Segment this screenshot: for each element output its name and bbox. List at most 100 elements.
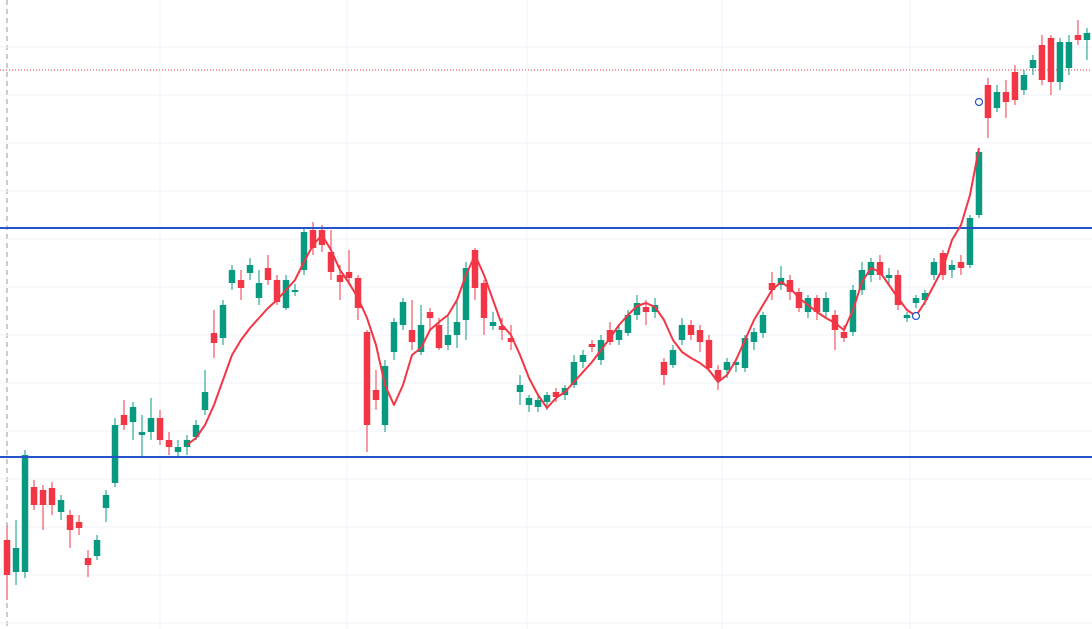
candle-body <box>930 262 938 275</box>
candle-body <box>669 350 677 365</box>
candle-body <box>615 330 623 340</box>
candle-body <box>489 322 497 326</box>
candle-body <box>3 540 11 575</box>
candle-body <box>201 392 209 410</box>
candle-body <box>939 253 947 275</box>
signal-point <box>974 97 984 107</box>
candle-body <box>1083 33 1091 40</box>
candle-body <box>417 325 425 352</box>
candle-body <box>462 268 470 320</box>
candle-body <box>642 307 650 312</box>
candle-body <box>579 355 587 362</box>
candle-body <box>516 385 524 392</box>
candle-body <box>138 432 146 435</box>
candle-body <box>246 265 254 273</box>
candle-body <box>309 230 317 248</box>
candle-body <box>111 425 119 483</box>
candle-body <box>21 455 29 572</box>
candle-body <box>399 302 407 325</box>
candle-body <box>966 218 974 265</box>
candle-body <box>102 495 110 508</box>
candle-body <box>354 278 362 308</box>
candle-body <box>480 283 488 318</box>
candle-body <box>12 548 20 572</box>
candle-body <box>633 303 641 315</box>
candle-body <box>408 330 416 342</box>
candle-body <box>606 330 614 342</box>
candle-body <box>1074 35 1082 40</box>
candle-body <box>948 265 956 270</box>
candle-body <box>624 315 632 333</box>
time-grid <box>159 0 911 629</box>
candle-body <box>705 340 713 368</box>
candle-body <box>795 292 803 308</box>
candle-body <box>363 332 371 425</box>
candle-body <box>264 268 272 280</box>
candle-body <box>327 252 335 272</box>
candle-body <box>1020 75 1028 90</box>
candle-body <box>552 392 560 397</box>
candle-body <box>660 362 668 375</box>
candle-body <box>678 325 686 340</box>
candle-body <box>390 322 398 352</box>
candle-body <box>156 418 164 440</box>
candle-body <box>912 298 920 303</box>
candle-body <box>282 280 290 308</box>
candle-body <box>84 558 92 565</box>
candle-body <box>543 395 551 402</box>
candle-body <box>768 283 776 290</box>
candle-body <box>903 315 911 318</box>
candle-body <box>750 332 758 342</box>
candle-body <box>696 330 704 342</box>
candle-body <box>786 280 794 292</box>
candle-body <box>813 298 821 312</box>
candle-body <box>120 415 128 425</box>
candle-body <box>588 344 596 347</box>
candle-body <box>975 152 983 215</box>
candle-body <box>1065 42 1073 68</box>
candle-body <box>219 305 227 338</box>
candle-body <box>984 85 992 118</box>
candle-body <box>30 487 38 505</box>
candle-body <box>39 490 47 505</box>
candle-body <box>525 398 533 405</box>
candle-body <box>507 338 515 342</box>
candle-body <box>129 407 137 422</box>
candle-body <box>336 275 344 282</box>
swing-line <box>186 147 980 446</box>
candle-body <box>921 293 929 300</box>
candle-body <box>1047 38 1055 82</box>
candle-body <box>57 500 65 512</box>
candle-body <box>570 362 578 385</box>
candle-body <box>858 270 866 290</box>
candle-body <box>255 283 263 298</box>
candle-body <box>174 447 182 452</box>
candle-body <box>687 325 695 335</box>
candle-body <box>48 488 56 505</box>
candle-body <box>273 280 281 302</box>
candle-body <box>300 232 308 270</box>
candle-body <box>66 515 74 530</box>
candle-body <box>876 262 884 275</box>
candle-body <box>957 262 965 268</box>
candle-body <box>1011 72 1019 100</box>
candle-body <box>228 270 236 283</box>
candle-body <box>534 400 542 407</box>
signal-point <box>911 311 921 321</box>
candle-body <box>723 362 731 370</box>
candle-body <box>498 326 506 330</box>
candle-body <box>885 275 893 278</box>
candle-body <box>93 540 101 556</box>
candle-body <box>165 440 173 447</box>
candle-body <box>741 338 749 368</box>
candle-body <box>993 92 1001 108</box>
candle-body <box>381 366 389 425</box>
candle-body <box>1002 92 1010 102</box>
candle-body <box>444 335 452 345</box>
candle-body <box>1056 42 1064 82</box>
candle-body <box>732 362 740 365</box>
candle-body <box>183 440 191 447</box>
candle-body <box>1029 60 1037 68</box>
candle-body <box>210 333 218 343</box>
